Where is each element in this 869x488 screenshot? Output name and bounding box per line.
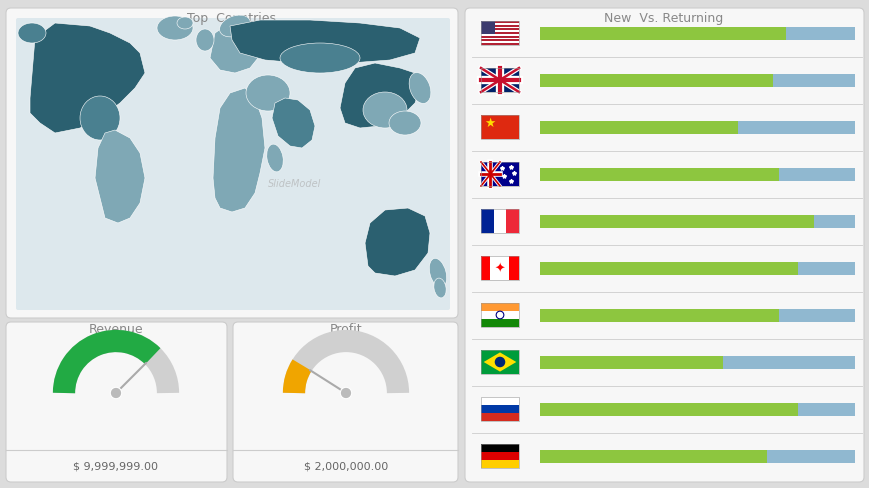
Bar <box>813 215 854 228</box>
Bar <box>481 413 519 421</box>
Bar <box>481 257 490 281</box>
Ellipse shape <box>80 97 120 141</box>
Bar <box>540 168 779 181</box>
FancyBboxPatch shape <box>233 323 457 482</box>
Bar <box>481 209 519 234</box>
Bar <box>779 309 854 322</box>
Ellipse shape <box>246 76 289 112</box>
Text: ✦: ✦ <box>494 262 505 275</box>
Bar <box>481 22 519 46</box>
Bar <box>481 304 519 327</box>
Polygon shape <box>272 99 315 149</box>
Bar <box>481 163 519 186</box>
Bar <box>481 209 493 234</box>
Bar <box>481 69 519 93</box>
Ellipse shape <box>434 279 446 298</box>
Ellipse shape <box>362 93 407 129</box>
Polygon shape <box>340 64 420 129</box>
Bar <box>481 460 519 468</box>
Text: Top  Countries: Top Countries <box>188 12 276 25</box>
Circle shape <box>340 387 351 399</box>
Bar <box>540 74 773 87</box>
Bar <box>481 304 519 327</box>
Bar <box>481 22 519 46</box>
Bar <box>481 397 519 405</box>
Bar <box>798 262 854 275</box>
Text: $ 9,999,999.00: $ 9,999,999.00 <box>73 461 158 471</box>
Bar <box>481 397 519 421</box>
Text: Revenue: Revenue <box>89 323 143 335</box>
Bar <box>481 304 519 311</box>
Polygon shape <box>95 131 145 224</box>
Ellipse shape <box>18 24 46 44</box>
FancyBboxPatch shape <box>16 19 449 310</box>
Ellipse shape <box>429 259 446 288</box>
Ellipse shape <box>408 73 430 104</box>
Bar <box>481 116 519 140</box>
Bar <box>540 121 738 134</box>
Circle shape <box>494 357 505 367</box>
Bar <box>540 215 813 228</box>
Bar <box>798 403 854 416</box>
Text: $ 2,000,000.00: $ 2,000,000.00 <box>303 461 388 471</box>
Ellipse shape <box>219 16 250 38</box>
Bar <box>481 22 494 35</box>
Polygon shape <box>209 27 262 74</box>
Bar <box>481 452 519 460</box>
Ellipse shape <box>176 18 193 30</box>
Polygon shape <box>213 89 265 213</box>
Bar <box>506 209 519 234</box>
Bar <box>481 444 519 468</box>
Bar <box>481 39 519 41</box>
Bar <box>481 163 519 186</box>
Bar <box>722 356 854 369</box>
Bar <box>481 69 519 93</box>
Ellipse shape <box>156 17 193 41</box>
FancyBboxPatch shape <box>6 9 457 318</box>
Bar <box>493 209 506 234</box>
Bar <box>481 405 519 413</box>
FancyBboxPatch shape <box>464 9 863 482</box>
Bar <box>481 35 519 37</box>
Polygon shape <box>229 21 420 64</box>
Bar <box>481 350 519 374</box>
FancyBboxPatch shape <box>6 323 227 482</box>
Text: ★: ★ <box>483 117 494 130</box>
Ellipse shape <box>388 112 421 136</box>
Text: Profit: Profit <box>329 323 362 335</box>
Bar <box>481 350 519 374</box>
Bar <box>481 27 519 29</box>
Bar <box>540 262 798 275</box>
Bar <box>540 403 798 416</box>
Bar <box>481 319 519 327</box>
Text: SlideModel: SlideModel <box>268 179 322 189</box>
Text: New  Vs. Returning: New Vs. Returning <box>604 12 723 25</box>
Bar <box>540 449 766 463</box>
Polygon shape <box>365 208 429 276</box>
Bar <box>481 31 519 33</box>
Bar <box>481 24 519 26</box>
Bar <box>481 257 519 281</box>
Polygon shape <box>483 353 515 372</box>
Bar <box>509 257 519 281</box>
Bar <box>481 116 519 140</box>
Bar <box>766 449 854 463</box>
Bar <box>779 168 854 181</box>
Ellipse shape <box>196 30 214 52</box>
Bar <box>481 444 519 452</box>
Bar <box>738 121 854 134</box>
Bar <box>773 74 854 87</box>
Bar <box>540 27 785 41</box>
Ellipse shape <box>280 44 360 74</box>
Bar <box>540 309 779 322</box>
Ellipse shape <box>267 145 283 172</box>
Circle shape <box>110 387 122 399</box>
Bar <box>540 356 722 369</box>
Bar <box>481 257 519 281</box>
Polygon shape <box>30 24 145 134</box>
Bar <box>785 27 854 41</box>
Bar <box>481 42 519 44</box>
